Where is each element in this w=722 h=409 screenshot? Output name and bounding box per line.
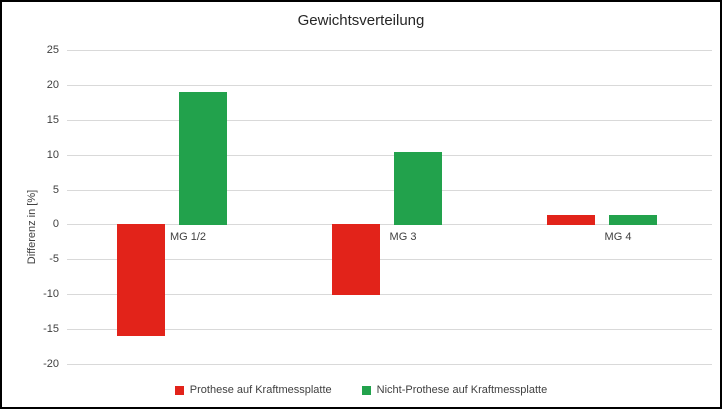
gridline [67,224,712,225]
legend-item-nicht-prothese: Nicht-Prothese auf Kraftmessplatte [361,384,548,396]
x-category-label: MG 1/2 [169,231,207,243]
y-tick-label: 15 [46,114,59,126]
bar-nicht-prothese-2 [394,152,442,225]
legend-swatch [361,385,371,395]
y-tick-label: 20 [46,79,59,91]
bar-prothese-2 [332,224,380,295]
bar-nicht-prothese-1 [179,92,227,225]
gridline [67,294,712,295]
x-category-label: MG 4 [604,231,632,243]
bar-prothese-1 [117,224,165,336]
y-tick-label: 5 [52,184,59,196]
y-tick-label: 10 [46,149,59,161]
bar-nicht-prothese-3 [609,215,657,225]
y-tick-label: 25 [46,44,59,56]
legend: Prothese auf Kraftmessplatte Nicht-Proth… [2,384,720,396]
gridline [67,50,712,51]
legend-item-prothese: Prothese auf Kraftmessplatte [174,384,332,396]
legend-label: Prothese auf Kraftmessplatte [189,384,332,396]
y-tick-label: -5 [49,253,59,265]
legend-swatch [174,385,184,395]
x-category-label: MG 3 [389,231,417,243]
gridline [67,85,712,86]
y-tick-label: -10 [43,288,59,300]
gridline [67,364,712,365]
gridline [67,120,712,121]
y-tick-label: -15 [43,323,59,335]
gridline [67,155,712,156]
bar-prothese-3 [547,215,595,225]
y-tick-label: -20 [43,358,59,370]
chart-title: Gewichtsverteilung [297,12,425,29]
legend-label: Nicht-Prothese auf Kraftmessplatte [376,384,548,396]
gridline [67,190,712,191]
y-tick-label: 0 [52,218,59,230]
gridline [67,259,712,260]
gridline [67,329,712,330]
